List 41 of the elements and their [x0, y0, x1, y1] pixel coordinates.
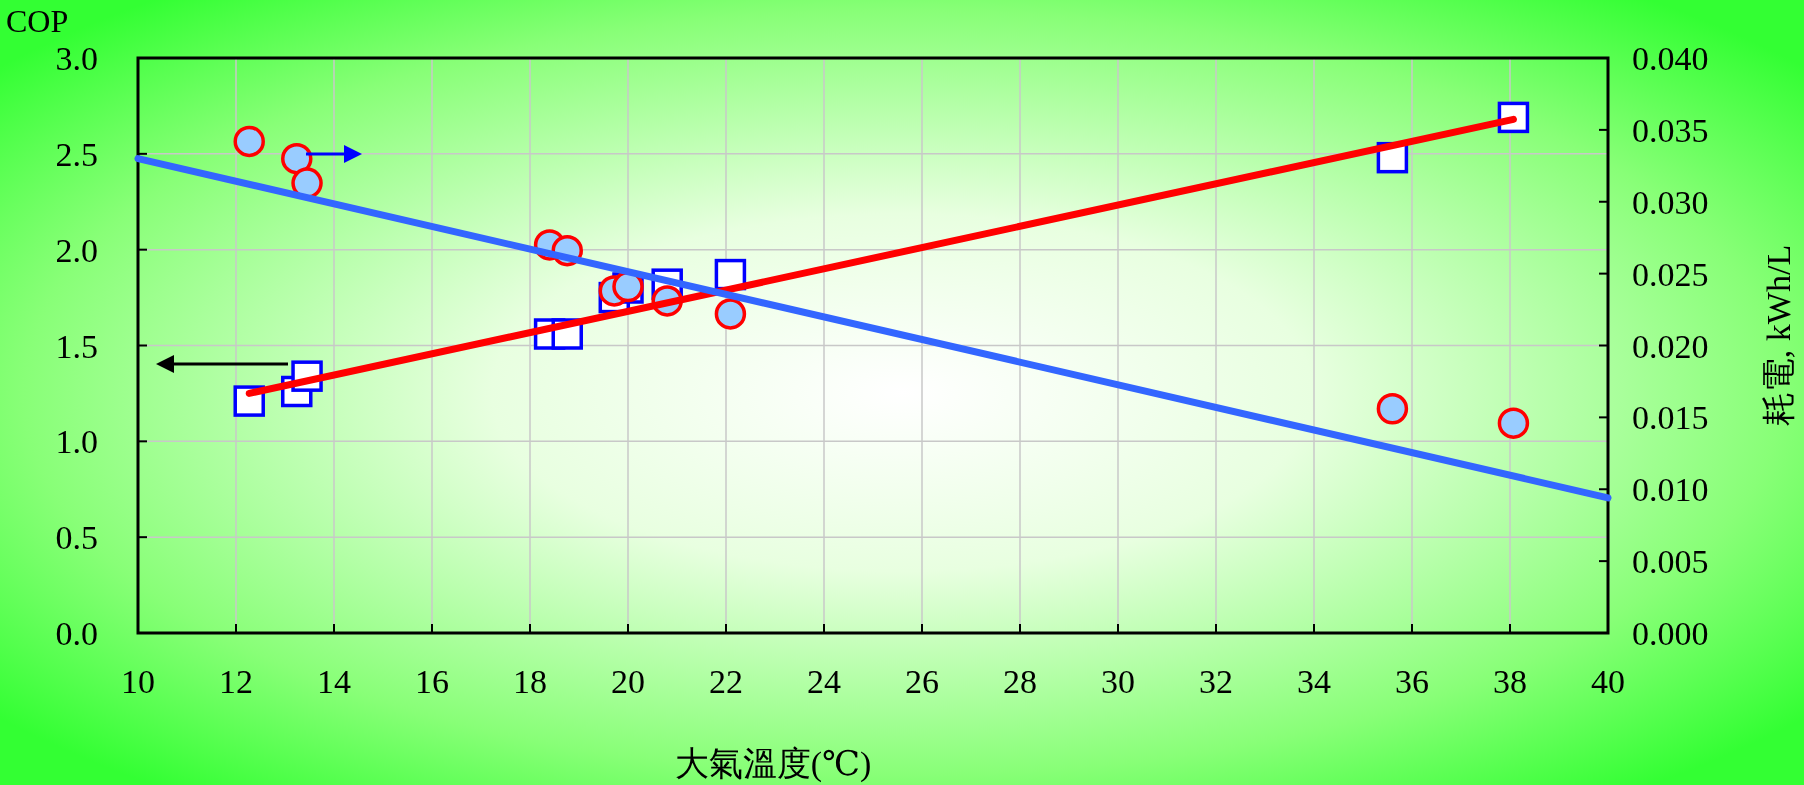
x-tick-label: 20 [611, 663, 645, 700]
x-tick-label: 10 [121, 663, 155, 700]
point [1376, 393, 1409, 425]
y2-axis-title: 耗電, kWh/L [1760, 244, 1797, 427]
x-tick-label: 14 [317, 663, 351, 700]
x-tick-label: 34 [1297, 663, 1331, 700]
point [1497, 407, 1530, 439]
y-tick-label: 2.5 [55, 135, 98, 173]
y-tick-label: 1.0 [55, 423, 98, 461]
x-tick-label: 30 [1101, 663, 1135, 700]
y2-tick-label: 0.035 [1632, 111, 1709, 149]
x-axis-title: 大氣溫度(℃) [674, 745, 872, 783]
y-tick-label: 0.0 [55, 615, 98, 652]
y2-tick-label: 0.040 [1632, 40, 1709, 77]
x-tick-label: 16 [415, 663, 449, 700]
x-tick-label: 36 [1395, 663, 1429, 700]
x-tick-label: 24 [807, 663, 841, 700]
x-tick-label: 18 [513, 663, 547, 700]
y-tick-label: 0.5 [55, 519, 98, 557]
y2-tick-label: 0.015 [1632, 399, 1709, 437]
x-tick-label: 28 [1003, 663, 1037, 700]
x-tick-label: 32 [1199, 663, 1233, 700]
y-tick-label: 1.5 [55, 327, 98, 365]
point [281, 142, 313, 175]
x-tick-label: 22 [709, 663, 743, 700]
point [233, 125, 265, 158]
y-tick-label: 3.0 [55, 40, 98, 77]
y2-tick-label: 0.010 [1632, 471, 1709, 509]
y-tick-label: 2.0 [55, 231, 98, 269]
y2-tick-label: 0.030 [1632, 183, 1709, 221]
y2-tick-label: 0.000 [1632, 615, 1709, 652]
y2-tick-label: 0.005 [1632, 543, 1709, 581]
y2-tick-label: 0.025 [1632, 255, 1709, 293]
y2-tick-label: 0.020 [1632, 327, 1709, 365]
x-tick-label: 38 [1493, 663, 1527, 700]
x-tick-label: 26 [905, 663, 939, 700]
x-tick-label: 40 [1591, 663, 1625, 700]
y-axis-title: COP [6, 3, 69, 39]
point [714, 298, 747, 330]
point [291, 167, 323, 199]
x-tick-label: 12 [219, 663, 253, 700]
